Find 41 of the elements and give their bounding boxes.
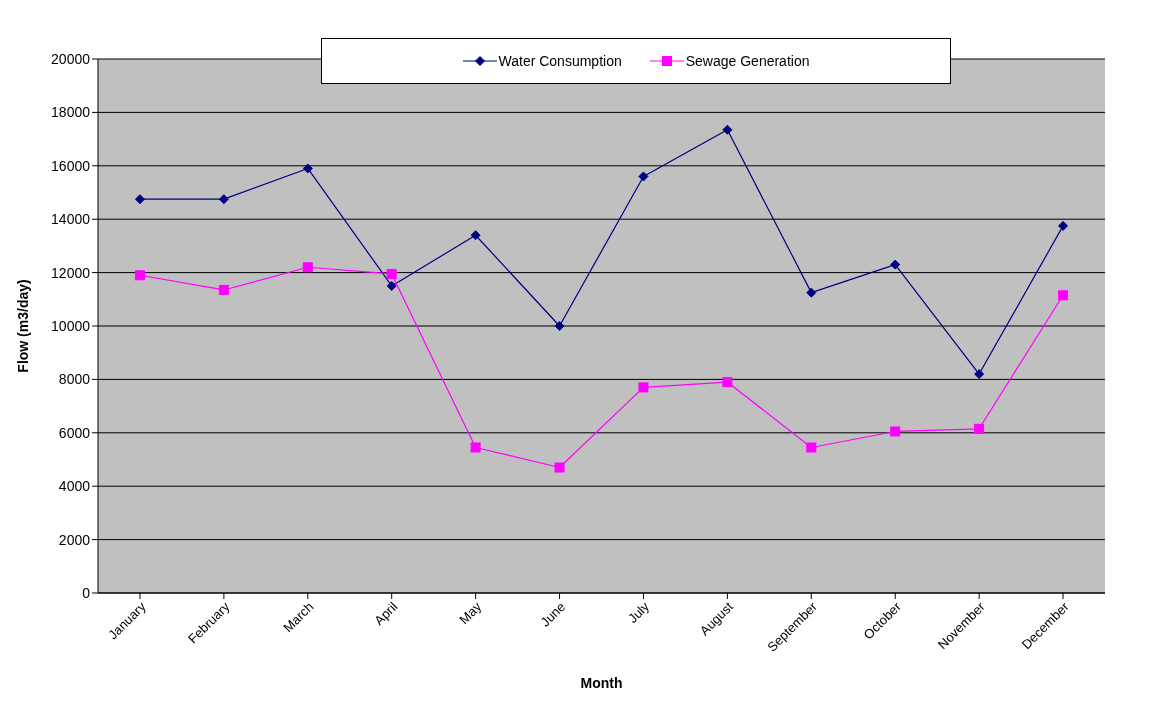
y-tick-label: 10000 xyxy=(51,317,91,334)
y-tick-label: 14000 xyxy=(51,211,91,228)
y-axis-title: Flow (m3/day) xyxy=(14,279,31,373)
point xyxy=(638,382,649,393)
point xyxy=(134,194,145,205)
y-tick-label: 4000 xyxy=(58,478,91,495)
y-tick-label: 0 xyxy=(82,584,91,601)
point xyxy=(386,268,397,279)
point xyxy=(470,442,481,453)
y-tick-label: 8000 xyxy=(58,371,91,388)
point xyxy=(974,369,985,380)
x-tick-label: July xyxy=(625,598,653,626)
point xyxy=(470,230,481,241)
y-tick-label: 18000 xyxy=(51,104,91,121)
legend-label: Water Consumption xyxy=(498,53,622,69)
y-tick-label: 20000 xyxy=(51,50,91,67)
point xyxy=(1058,220,1069,231)
point xyxy=(554,321,565,331)
legend-label: Sewage Generation xyxy=(685,53,810,69)
point xyxy=(722,377,733,388)
y-tick-label: 6000 xyxy=(58,424,91,441)
y-tick-label: 12000 xyxy=(51,264,91,281)
point xyxy=(302,262,313,273)
x-axis-title: Month xyxy=(580,675,623,691)
point xyxy=(386,280,397,291)
point xyxy=(1058,290,1069,301)
point xyxy=(302,163,313,174)
point xyxy=(806,442,817,453)
point xyxy=(974,423,985,434)
point xyxy=(722,124,733,135)
point xyxy=(218,284,229,295)
y-tick-label: 2000 xyxy=(58,531,91,548)
point xyxy=(806,287,817,298)
point xyxy=(890,259,901,270)
point xyxy=(554,462,565,473)
point xyxy=(134,270,145,281)
y-tick-label: 16000 xyxy=(51,157,91,174)
x-tick-label: May xyxy=(456,598,485,628)
point xyxy=(638,171,649,182)
point xyxy=(890,426,901,437)
point xyxy=(218,194,229,205)
